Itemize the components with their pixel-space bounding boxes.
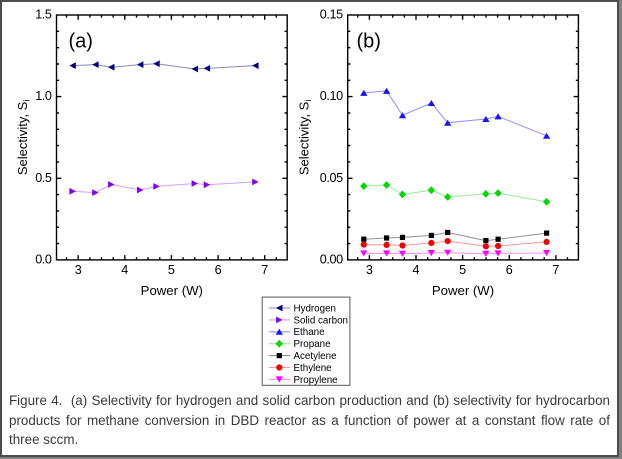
svg-text:0.5: 0.5 xyxy=(35,171,52,185)
svg-text:4: 4 xyxy=(412,263,419,277)
svg-text:(a): (a) xyxy=(69,31,93,53)
svg-text:0.05: 0.05 xyxy=(320,171,343,185)
svg-text:3: 3 xyxy=(75,263,82,277)
svg-text:0.0: 0.0 xyxy=(35,253,52,267)
svg-text:Power (W): Power (W) xyxy=(141,283,203,298)
svg-text:5: 5 xyxy=(168,263,175,277)
svg-text:Hydrogen: Hydrogen xyxy=(294,303,336,314)
svg-text:5: 5 xyxy=(459,263,466,277)
svg-text:1.0: 1.0 xyxy=(35,89,52,103)
svg-text:Solid carbon: Solid carbon xyxy=(294,315,348,326)
svg-text:Propane: Propane xyxy=(294,339,332,350)
svg-text:(b): (b) xyxy=(357,31,381,53)
svg-text:0.00: 0.00 xyxy=(320,253,343,267)
svg-text:3: 3 xyxy=(366,263,373,277)
svg-text:1.5: 1.5 xyxy=(35,8,52,22)
svg-text:Power (W): Power (W) xyxy=(432,283,494,298)
svg-text:Selectivity, Si: Selectivity, Si xyxy=(297,100,313,175)
svg-text:Ethylene: Ethylene xyxy=(294,363,333,374)
svg-text:Propylene: Propylene xyxy=(294,375,339,386)
svg-text:0.10: 0.10 xyxy=(320,89,343,103)
svg-text:6: 6 xyxy=(506,263,513,277)
svg-text:7: 7 xyxy=(552,263,559,277)
svg-text:4: 4 xyxy=(121,263,128,277)
svg-text:Selectivity, Si: Selectivity, Si xyxy=(15,100,31,175)
svg-text:0.15: 0.15 xyxy=(320,8,343,22)
svg-text:6: 6 xyxy=(215,263,222,277)
svg-text:Ethane: Ethane xyxy=(294,327,326,338)
svg-text:Acetylene: Acetylene xyxy=(294,351,338,362)
svg-text:7: 7 xyxy=(261,263,268,277)
